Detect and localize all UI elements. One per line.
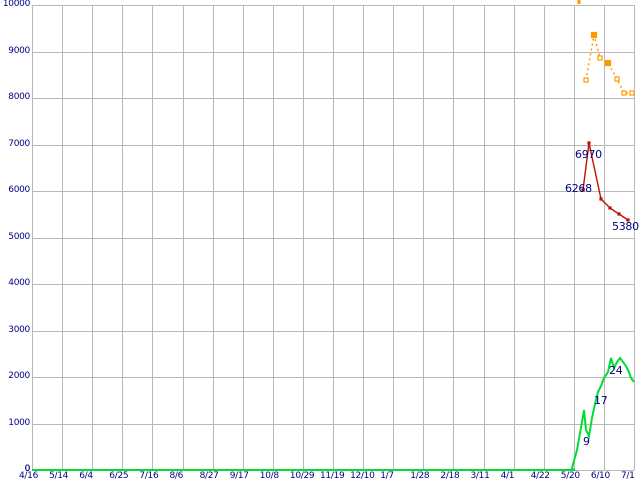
x-axis-tick-label: 3/11	[470, 471, 490, 481]
series-marker-red	[626, 218, 630, 222]
y-axis-tick-label: 3000	[8, 324, 30, 335]
x-axis-tick-label: 7/1	[621, 471, 635, 481]
x-axis-tick-label: 6/4	[79, 471, 93, 481]
y-axis-tick-label: 7000	[8, 138, 30, 149]
data-label-green: 24	[609, 364, 623, 377]
data-label-green: 17	[594, 394, 608, 407]
y-axis-tick-label: 0	[24, 464, 31, 474]
series-marker-red	[599, 197, 603, 201]
x-axis-tick-label: 2/18	[440, 471, 460, 481]
x-axis-tick-label: 9/17	[229, 471, 249, 481]
series-marker-red	[617, 212, 621, 216]
x-axis-tick-label: 8/27	[199, 471, 219, 481]
data-label-red-start: 6268	[565, 182, 592, 195]
x-axis-tick-label: 4/16	[19, 471, 39, 481]
x-axis-tick-label: 1/7	[380, 471, 394, 481]
y-axis-tick-label: 9000	[8, 45, 30, 56]
x-axis-tick-label: 10/29	[289, 471, 315, 481]
x-axis-tick-label: 11/19	[320, 471, 345, 481]
series-line-green	[32, 356, 635, 471]
data-label-red-end: 5380	[612, 220, 639, 233]
x-axis-tick-label: 5/14	[49, 471, 69, 481]
x-axis-tick-label: 7/16	[139, 471, 159, 481]
x-axis-tick-label: 6/25	[109, 471, 129, 481]
x-axis-tick-label: 1/28	[410, 471, 430, 481]
x-axis-tick-label: 6/10	[590, 471, 610, 481]
series-marker-red	[587, 141, 591, 145]
series-marker-red	[581, 188, 585, 192]
series-marker-orange	[621, 90, 627, 96]
x-axis-tick-label: 4/22	[530, 471, 550, 481]
y-axis-tick-label: 1000	[8, 417, 30, 428]
series-layer	[32, 0, 635, 471]
x-axis-tick-label: 5/20	[560, 471, 580, 481]
data-label-red-peak: 6970	[575, 148, 602, 161]
x-axis-tick-label: 8/6	[169, 471, 184, 481]
x-axis-tick-label: 4/1	[500, 471, 515, 481]
series-marker-orange	[614, 76, 620, 82]
series-marker-orange-clipped	[577, 0, 581, 4]
y-axis-tick-label: 10000	[2, 0, 30, 9]
series-marker-orange	[583, 77, 589, 83]
y-axis-tick-label: 5000	[8, 231, 30, 242]
series-marker-orange	[590, 31, 598, 39]
y-axis-tick-label: 2000	[8, 371, 30, 381]
data-label-green: 9	[583, 435, 590, 448]
series-marker-orange	[604, 59, 612, 67]
y-axis-tick-label: 4000	[8, 278, 30, 288]
y-axis-tick-label: 8000	[8, 92, 30, 102]
series-marker-orange	[597, 55, 603, 61]
x-axis-tick-label: 12/10	[350, 471, 375, 481]
series-marker-orange	[629, 90, 635, 96]
x-axis-tick-label: 10/8	[259, 471, 279, 481]
y-axis-tick-label: 6000	[8, 185, 30, 195]
grid-layer	[32, 5, 635, 471]
axis-origin-label: 0	[24, 464, 31, 474]
series-marker-red	[608, 206, 612, 210]
